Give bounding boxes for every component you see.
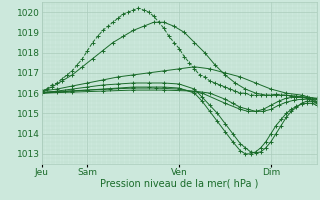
X-axis label: Pression niveau de la mer( hPa ): Pression niveau de la mer( hPa )	[100, 179, 258, 189]
